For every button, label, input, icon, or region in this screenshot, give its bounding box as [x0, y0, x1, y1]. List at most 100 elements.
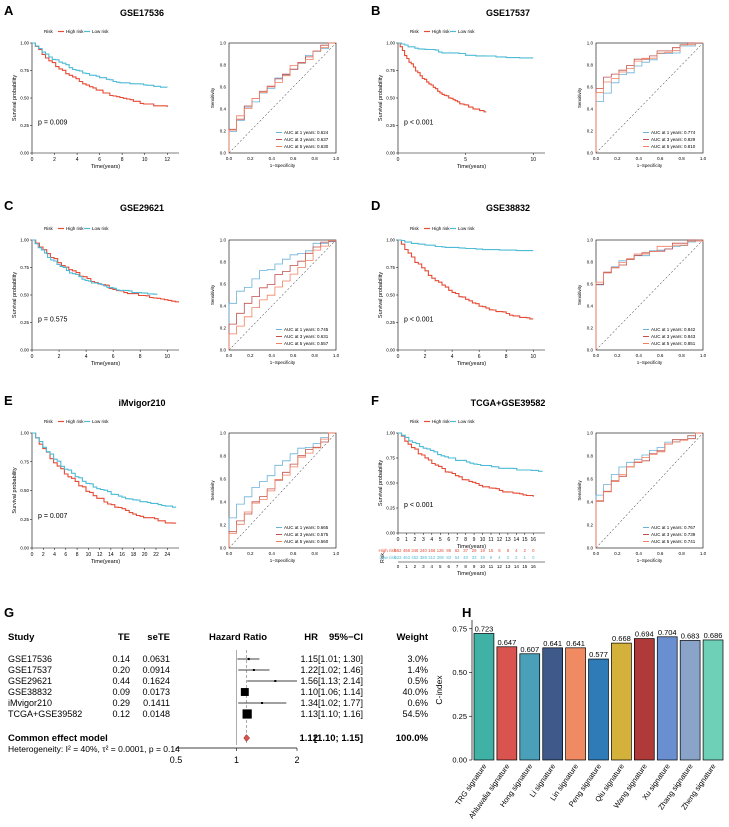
km-curve-low	[398, 239, 534, 252]
risk-table-high-count: 15	[489, 548, 494, 553]
forest-header-hr: HR	[304, 632, 318, 643]
risk-table-low-count: 523	[395, 555, 403, 560]
roc-curve	[228, 240, 337, 350]
risk-table-x-tick-label: 2	[414, 564, 417, 569]
roc-x-tick-label: 0.8	[678, 156, 685, 161]
roc-x-tick-label: 1.0	[700, 551, 707, 556]
bar-y-tick-label: 0.00	[452, 756, 467, 765]
risk-table-low-count: 1	[524, 555, 527, 560]
roc-x-tick-label: 0.4	[636, 353, 643, 358]
risk-table-low-count: 54	[455, 555, 460, 560]
risk-table-low-count: 0	[532, 555, 535, 560]
bar	[588, 658, 609, 761]
km-curve-high	[398, 432, 534, 497]
km-curve-high	[32, 239, 179, 303]
risk-table-low-count: 33	[472, 555, 477, 560]
roc-curve	[228, 432, 336, 548]
km-y-tick-label: 0.75	[20, 265, 29, 270]
roc-y-tick-label: 0.6	[220, 282, 227, 287]
forest-row-study: GSE17537	[8, 665, 52, 675]
forest-row-te: 0.09	[112, 687, 130, 697]
risk-table-low-label: Low risk	[379, 555, 396, 560]
legend-low-label: Low risk	[92, 29, 109, 34]
km-pvalue: p < 0.001	[404, 119, 433, 126]
km-y-tick-label: 0.75	[20, 459, 29, 464]
risk-table-high-count: 62	[455, 548, 460, 553]
legend-low-label: Low risk	[92, 419, 109, 424]
risk-table-low-count: 463	[403, 555, 411, 560]
forest-plot: G Study TE seTE Hazard Ratio HR 95%−CI Weight GS…	[4, 605, 429, 765]
roc-frame	[595, 432, 704, 549]
roc-y-tick-label: 0.2	[220, 326, 227, 331]
km-x-tick-label: 6	[98, 157, 101, 163]
km-curve-high	[32, 42, 168, 108]
forest-row-te: 0.29	[112, 698, 130, 708]
km-x-tick-label: 8	[121, 157, 124, 163]
panel-title: TCGA+GSE39582	[471, 398, 546, 408]
roc-legend-label: AUC at 5 years: 0.810	[651, 144, 696, 149]
km-y-tick-label: 1.00	[386, 238, 395, 243]
roc-y-tick-label: 0.2	[220, 129, 227, 134]
roc-frame	[228, 42, 337, 154]
risk-table-x-tick-label: 3	[422, 564, 425, 569]
km-x-tick-label: 12	[497, 537, 503, 543]
km-curve-low	[398, 42, 534, 59]
roc-legend-label: AUC at 5 years: 0.557	[284, 341, 329, 346]
roc-y-tick-label: 1.0	[587, 41, 594, 46]
roc-y-label: Sensitivity	[210, 87, 215, 108]
risk-table-x-tick-label: 16	[531, 564, 537, 569]
km-y-tick-label: 0.00	[20, 348, 29, 353]
roc-y-label: Sensitivity	[210, 284, 215, 305]
km-pvalue: p = 0.009	[38, 119, 67, 126]
forest-summary-hr: 1.12	[300, 733, 319, 744]
roc-x-tick-label: 0.2	[247, 551, 254, 556]
forest-row-weight: 54.5%	[402, 709, 428, 719]
legend-title: Risk	[44, 29, 53, 34]
forest-row-te: 0.14	[112, 654, 130, 664]
roc-y-tick-label: 0.8	[220, 260, 227, 265]
roc-legend-label: AUC at 1 years: 0.745	[284, 327, 329, 332]
risk-table-high-count: 166	[428, 548, 436, 553]
risk-table-high-count: 240	[420, 548, 428, 553]
risk-table-x-tick-label: 1	[405, 564, 408, 569]
km-x-tick-label: 12	[97, 552, 103, 558]
km-curve-low	[32, 42, 168, 88]
km-x-tick-label: 4	[76, 157, 79, 163]
risk-table-low-count: 389	[420, 555, 428, 560]
roc-y-tick-label: 1.0	[587, 238, 594, 243]
roc-curve	[228, 240, 337, 350]
risk-table-high-count: 0	[532, 548, 535, 553]
panel-label-a: A	[4, 3, 14, 18]
km-y-tick-label: 0.75	[386, 68, 395, 73]
roc-diagonal	[228, 432, 337, 549]
roc-y-tick-label: 0.2	[587, 326, 594, 331]
roc-x-label: 1−Specificity	[270, 558, 296, 563]
roc-x-tick-label: 0.8	[311, 156, 318, 161]
km-y-tick-label: 1.00	[20, 238, 29, 243]
roc-y-tick-label: 0.6	[587, 477, 594, 482]
forest-row-study: GSE17536	[8, 654, 52, 664]
roc-x-tick-label: 0.4	[636, 551, 643, 556]
km-y-tick-label: 0.25	[386, 506, 395, 511]
roc-x-tick-label: 1.0	[333, 551, 340, 556]
roc-y-tick-label: 1.0	[587, 431, 594, 436]
forest-row-ci: [1.13; 2.14]	[318, 676, 363, 686]
roc-y-tick-label: 0.4	[587, 107, 594, 112]
risk-table-x-tick-label: 12	[497, 564, 503, 569]
risk-table-high-count: 346	[411, 548, 419, 553]
roc-legend-label: AUC at 1 years: 0.842	[651, 327, 696, 332]
km-x-tick-label: 4	[85, 354, 88, 360]
km-x-tick-label: 14	[514, 537, 520, 543]
risk-table-x-tick-label: 4	[431, 564, 434, 569]
forest-row-study: TCGA+GSE39582	[8, 709, 82, 719]
roc-x-tick-label: 0.6	[657, 156, 664, 161]
roc-curve	[595, 240, 704, 350]
forest-row-hr: 1.56	[300, 676, 318, 686]
forest-point	[274, 680, 277, 682]
km-y-tick-label: 0.25	[386, 320, 395, 325]
roc-y-tick-label: 1.0	[220, 41, 227, 46]
legend-low-label: Low risk	[458, 29, 475, 34]
risk-table-high-count: 562	[395, 548, 403, 553]
risk-table-low-count: 83	[446, 555, 451, 560]
